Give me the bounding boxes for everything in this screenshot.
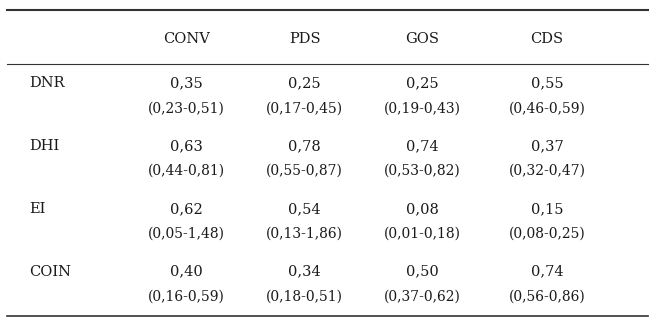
Text: CONV: CONV xyxy=(163,32,210,46)
Text: 0,25: 0,25 xyxy=(406,76,439,90)
Text: 0,34: 0,34 xyxy=(288,265,321,279)
Text: COIN: COIN xyxy=(29,265,71,279)
Text: 0,74: 0,74 xyxy=(531,265,563,279)
Text: (0,32-0,47): (0,32-0,47) xyxy=(508,164,586,178)
Text: (0,01-0,18): (0,01-0,18) xyxy=(384,227,461,241)
Text: 0,62: 0,62 xyxy=(170,202,203,216)
Text: (0,13-1,86): (0,13-1,86) xyxy=(266,227,343,241)
Text: (0,37-0,62): (0,37-0,62) xyxy=(384,290,461,304)
Text: 0,78: 0,78 xyxy=(288,139,321,153)
Text: PDS: PDS xyxy=(289,32,320,46)
Text: (0,08-0,25): (0,08-0,25) xyxy=(508,227,586,241)
Text: (0,05-1,48): (0,05-1,48) xyxy=(148,227,225,241)
Text: (0,44-0,81): (0,44-0,81) xyxy=(148,164,225,178)
Text: (0,23-0,51): (0,23-0,51) xyxy=(148,101,225,115)
Text: EI: EI xyxy=(29,202,46,216)
Text: GOS: GOS xyxy=(405,32,440,46)
Text: 0,37: 0,37 xyxy=(531,139,563,153)
Text: 0,74: 0,74 xyxy=(406,139,439,153)
Text: 0,08: 0,08 xyxy=(406,202,439,216)
Text: 0,54: 0,54 xyxy=(288,202,321,216)
Text: 0,35: 0,35 xyxy=(170,76,203,90)
Text: (0,46-0,59): (0,46-0,59) xyxy=(508,101,586,115)
Text: DHI: DHI xyxy=(29,139,60,153)
Text: (0,19-0,43): (0,19-0,43) xyxy=(384,101,461,115)
Text: 0,25: 0,25 xyxy=(288,76,321,90)
Text: DNR: DNR xyxy=(29,76,65,90)
Text: CDS: CDS xyxy=(531,32,563,46)
Text: 0,50: 0,50 xyxy=(406,265,439,279)
Text: 0,40: 0,40 xyxy=(170,265,203,279)
Text: (0,56-0,86): (0,56-0,86) xyxy=(508,290,586,304)
Text: (0,53-0,82): (0,53-0,82) xyxy=(384,164,461,178)
Text: 0,55: 0,55 xyxy=(531,76,563,90)
Text: (0,55-0,87): (0,55-0,87) xyxy=(266,164,343,178)
Text: (0,17-0,45): (0,17-0,45) xyxy=(266,101,343,115)
Text: (0,18-0,51): (0,18-0,51) xyxy=(266,290,343,304)
Text: 0,15: 0,15 xyxy=(531,202,563,216)
Text: (0,16-0,59): (0,16-0,59) xyxy=(148,290,225,304)
Text: 0,63: 0,63 xyxy=(170,139,203,153)
